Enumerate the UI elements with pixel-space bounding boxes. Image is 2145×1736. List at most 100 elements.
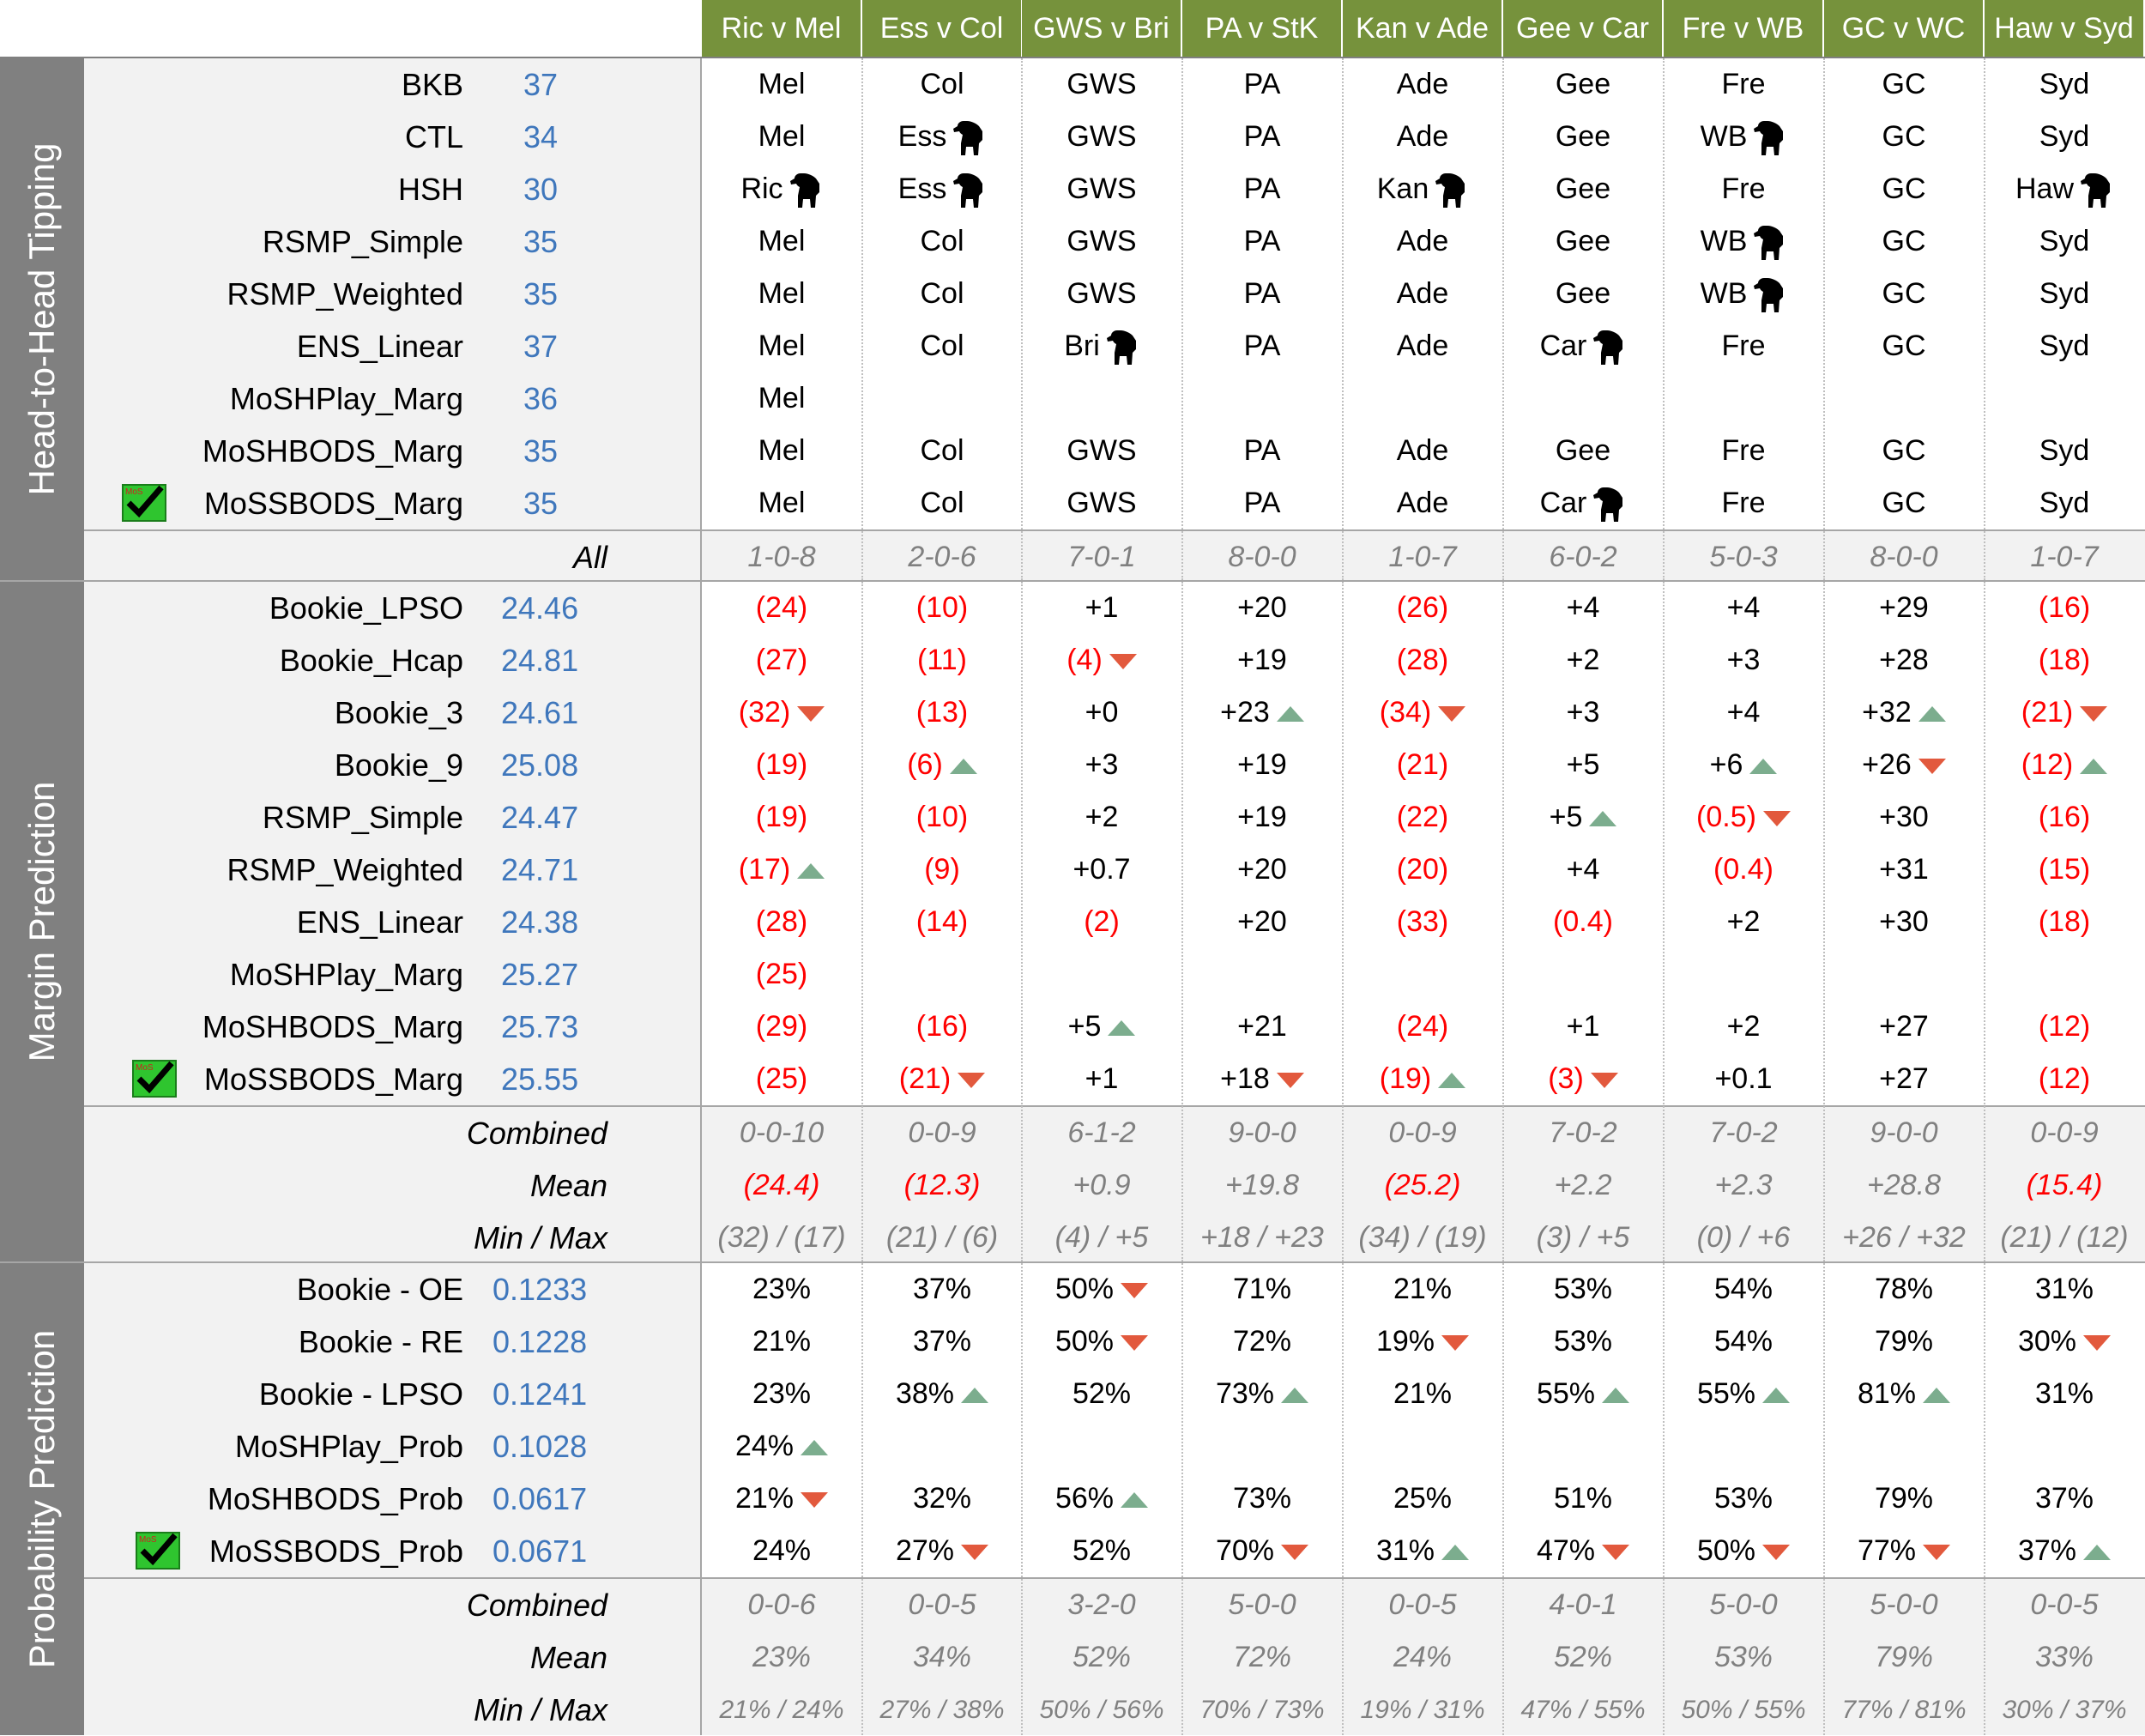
- summary-cell: 72%: [1232, 1641, 1292, 1673]
- prediction-cell: (0.4): [1503, 896, 1663, 948]
- prediction-cell: PA: [1182, 477, 1342, 529]
- dog-icon: [2079, 172, 2113, 209]
- prediction-cell: +0.1: [1664, 1053, 1823, 1105]
- prediction-value: (0.4): [1713, 853, 1773, 886]
- prediction-value: GWS: [1066, 434, 1137, 467]
- prediction-cell: Col: [862, 425, 1022, 477]
- prediction-cell: +2: [1664, 896, 1823, 948]
- prediction-value: (15): [2038, 853, 2091, 886]
- prediction-value: +2: [1085, 801, 1119, 833]
- prediction-value: (24): [755, 591, 808, 624]
- prediction-cell: Syd: [1985, 268, 2144, 320]
- summary-cell: 24%: [1393, 1641, 1453, 1673]
- prediction-cell: Mel: [702, 320, 861, 372]
- prediction-value: (21): [2021, 696, 2074, 729]
- prediction-value: 38%: [895, 1377, 955, 1410]
- prediction-value: GWS: [1066, 120, 1137, 153]
- summary-cell: 5-0-0: [1228, 1588, 1296, 1621]
- prediction-cell: 30%: [1985, 1316, 2144, 1368]
- model-row: Bookie_Hcap 24.81 (27) (11) (4) +19 (28) +2 +3 +2…: [84, 634, 2145, 687]
- summary-label: Mean: [529, 1168, 607, 1203]
- prediction-cell: Ric: [702, 163, 861, 215]
- prediction-value: 55%: [1536, 1377, 1596, 1410]
- model-row: MoSHPlay_Marg 36 Mel: [84, 372, 2145, 425]
- prediction-value: 73%: [1232, 1482, 1292, 1515]
- dog-icon: [952, 172, 986, 209]
- prediction-cell: +3: [1022, 739, 1181, 791]
- prediction-cell: 21%: [702, 1316, 861, 1368]
- prediction-cell: Mel: [702, 111, 861, 163]
- prediction-value: +20: [1237, 853, 1287, 886]
- section-sidebar: Head-to-Head Tipping: [0, 58, 84, 580]
- prediction-cell: [1503, 372, 1663, 425]
- triangle-down-icon: [1121, 1335, 1149, 1352]
- prediction-cell: 21%: [1343, 1263, 1502, 1316]
- prediction-value: +5: [1549, 801, 1583, 833]
- model-score: 25.73: [501, 1009, 579, 1044]
- prediction-value: +4: [1726, 591, 1761, 624]
- summary-cell: 50% / 55%: [1681, 1696, 1806, 1724]
- prediction-cell: Syd: [1985, 58, 2144, 111]
- prediction-cell: +26: [1824, 739, 1984, 791]
- prediction-value: Ess: [897, 172, 947, 205]
- prediction-value: (18): [2038, 644, 2091, 676]
- prediction-value: 27%: [895, 1534, 955, 1567]
- prediction-cell: GC: [1824, 215, 1984, 268]
- prediction-value: 50%: [1696, 1534, 1756, 1567]
- prediction-value: (16): [2038, 801, 2091, 833]
- model-row: Bookie_9 25.08 (19) (6) +3 +19 (21) +5 +6 +26 (12): [84, 739, 2145, 791]
- prediction-cell: (6): [862, 739, 1022, 791]
- triangle-up-icon: [797, 863, 825, 880]
- prediction-cell: GC: [1824, 268, 1984, 320]
- prediction-value: 50%: [1054, 1325, 1115, 1358]
- prediction-value: WB: [1700, 277, 1748, 310]
- model-score: 36: [523, 381, 559, 416]
- model-row: Bookie - LPSO 0.1241 23% 38% 52% 73% 21% 55% 55%…: [84, 1368, 2145, 1420]
- prediction-cell: (21): [1985, 687, 2144, 739]
- prediction-value: 24%: [734, 1430, 795, 1462]
- model-name: MoSHPlay_Marg: [229, 381, 463, 416]
- prediction-value: (24): [1396, 1010, 1449, 1043]
- summary-cell: (25.2): [1384, 1169, 1461, 1201]
- prediction-cell: +21: [1182, 1001, 1342, 1053]
- prediction-value: Mel: [758, 277, 806, 310]
- summary-cell: 7-0-2: [1549, 1116, 1617, 1149]
- prediction-value: 37%: [912, 1325, 972, 1358]
- prediction-cell: 37%: [1985, 1473, 2144, 1525]
- prediction-value: +6: [1709, 748, 1743, 781]
- model-score: 24.38: [501, 904, 579, 940]
- triangle-down-icon: [958, 1073, 986, 1089]
- prediction-value: (18): [2038, 905, 2091, 938]
- section-divider: [0, 580, 2145, 582]
- prediction-cell: (22): [1343, 791, 1502, 844]
- model-row: MoSHBODS_Prob 0.0617 21% 32% 56% 73% 25% 51% 53%…: [84, 1473, 2145, 1525]
- prediction-cell: +5: [1503, 791, 1663, 844]
- summary-cell: 0-0-5: [908, 1588, 976, 1621]
- prediction-cell: [1985, 948, 2144, 1001]
- prediction-value: Ade: [1396, 434, 1449, 467]
- summary-cell: 0-0-5: [2030, 1588, 2099, 1621]
- model-score: 24.61: [501, 695, 579, 730]
- triangle-down-icon: [961, 1545, 989, 1561]
- prediction-cell: +20: [1182, 844, 1342, 896]
- dog-icon: [1752, 119, 1786, 157]
- summary-cell: 9-0-0: [1228, 1116, 1296, 1149]
- summary-cell: 79%: [1874, 1641, 1934, 1673]
- model-row: Bookie_3 24.61 (32) (13) +0 +23 (34) +3 +4 +32 (21…: [84, 687, 2145, 739]
- prediction-cell: GC: [1824, 58, 1984, 111]
- prediction-cell: (15): [1985, 844, 2144, 896]
- model-row: HSH 30 Ric Ess GWS PA Kan Gee Fre GC Haw: [84, 163, 2145, 215]
- column-divider: [1342, 58, 1344, 580]
- prediction-cell: 47%: [1503, 1525, 1663, 1577]
- prediction-cell: PA: [1182, 163, 1342, 215]
- prediction-cell: (24): [1343, 1001, 1502, 1053]
- prediction-cell: +4: [1664, 687, 1823, 739]
- summary-label: Combined: [466, 1116, 607, 1151]
- prediction-value: (25): [755, 958, 808, 990]
- prediction-value: PA: [1243, 330, 1281, 362]
- prediction-cell: Gee: [1503, 163, 1663, 215]
- prediction-value: PA: [1243, 120, 1281, 153]
- prediction-cell: 50%: [1022, 1316, 1181, 1368]
- prediction-value: 55%: [1696, 1377, 1756, 1410]
- svg-text:MoS: MoS: [139, 1535, 157, 1545]
